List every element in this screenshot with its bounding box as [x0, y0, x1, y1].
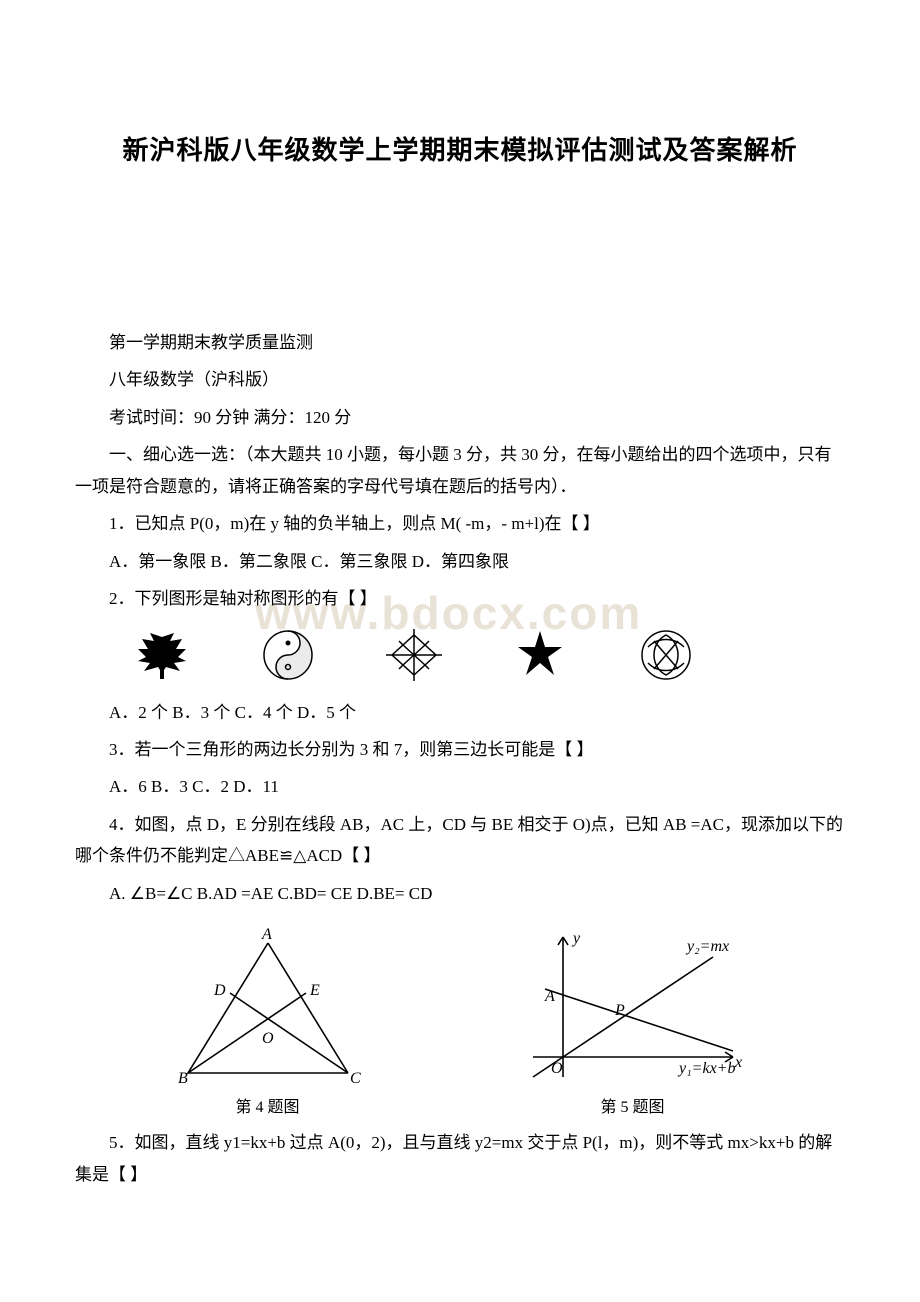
yinyang-icon — [257, 627, 319, 683]
q1-stem: 1．已知点 P(0，m)在 y 轴的负半轴上，则点 M( -m，- m+l)在【… — [75, 508, 845, 539]
svg-text:C: C — [350, 1070, 361, 1087]
q1-options: A．第一象限 B．第二象限 C．第三象限 D．第四象限 — [75, 546, 845, 577]
q4-options: A. ∠B=∠C B.AD =AE C.BD= CE D.BE= CD — [75, 878, 845, 909]
figure-row: A D E O B C 第 4 题图 y x A — [75, 927, 845, 1117]
leaf-icon — [131, 627, 193, 683]
svg-text:y₂=mx: y₂=mx — [685, 938, 729, 955]
svg-text:y: y — [571, 930, 581, 947]
q4-stem: 4．如图，点 D，E 分别在线段 AB，AC 上，CD 与 BE 相交于 O)点… — [75, 809, 845, 872]
figure-4-caption: 第 4 题图 — [158, 1093, 378, 1117]
grade-line: 八年级数学（沪科版） — [75, 364, 845, 395]
svg-text:O: O — [551, 1060, 563, 1077]
svg-text:O: O — [262, 1030, 274, 1047]
q3-options: A．6 B．3 C．2 D．11 — [75, 771, 845, 802]
figure-q4: A D E O B C 第 4 题图 — [158, 927, 378, 1117]
figure-q5: y x A P O y₂=mx y₁=kx+b 第 5 题图 — [503, 927, 763, 1117]
q2-stem: 2．下列图形是轴对称图形的有【 】 — [75, 583, 845, 614]
svg-text:B: B — [178, 1070, 188, 1087]
svg-text:A: A — [544, 988, 555, 1005]
svg-text:E: E — [309, 982, 320, 999]
q2-options: A．2 个 B．3 个 C．4 个 D．5 个 — [75, 697, 845, 728]
section-1-heading: 一、细心选一选：（本大题共 10 小题，每小题 3 分，共 30 分，在每小题给… — [75, 439, 845, 502]
exam-title: 第一学期期末教学质量监测 — [75, 327, 845, 358]
page-title: 新沪科版八年级数学上学期期末模拟评估测试及答案解析 — [75, 130, 845, 167]
diamond-grid-icon — [383, 627, 445, 683]
svg-text:A: A — [261, 927, 272, 943]
knot-icon — [635, 627, 697, 683]
figure-5-caption: 第 5 题图 — [503, 1093, 763, 1117]
star-icon — [509, 627, 571, 683]
q2-icons-row — [75, 627, 845, 683]
q5-stem: 5．如图，直线 y1=kx+b 过点 A(0，2)，且与直线 y2=mx 交于点… — [75, 1127, 845, 1190]
svg-text:P: P — [614, 1002, 625, 1019]
svg-text:y₁=kx+b: y₁=kx+b — [677, 1060, 735, 1077]
exam-info: 考试时间：90 分钟 满分：120 分 — [75, 402, 845, 433]
svg-text:D: D — [213, 982, 226, 999]
q3-stem: 3．若一个三角形的两边长分别为 3 和 7，则第三边长可能是【 】 — [75, 734, 845, 765]
